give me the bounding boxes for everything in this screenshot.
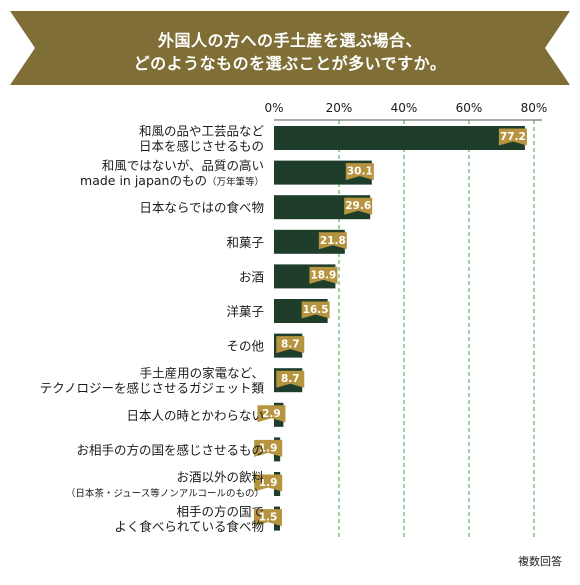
category-label: 日本ならではの食べ物 (139, 200, 264, 215)
category-label: お酒 (239, 269, 264, 284)
value-label-tag (276, 370, 305, 388)
value-label: 2.9 (262, 408, 281, 420)
category-label: 洋菓子 (226, 304, 264, 319)
category-label: お相手の方の国を感じさせるもの (76, 442, 264, 457)
category-label: 和風ではないが、品質の高い (102, 158, 264, 173)
chart-title-line-2: どのようなものを選ぶことが多いですか。 (133, 54, 447, 73)
value-label: 30.1 (347, 166, 373, 178)
value-label: 8.7 (281, 339, 300, 351)
value-label: 21.8 (320, 235, 346, 247)
category-label: made in japanのもの（万年筆等） (80, 173, 264, 188)
value-label: 18.9 (310, 269, 336, 281)
value-label-tag (254, 509, 282, 527)
value-label: 16.5 (303, 304, 329, 316)
value-label-tag (257, 405, 286, 423)
category-label: 和風の品や工芸品など (139, 124, 265, 139)
category-label: 和菓子 (226, 235, 264, 250)
x-tick-label: 20% (326, 101, 353, 115)
value-label: 1.9 (259, 477, 278, 489)
category-label: 日本人の時とかわらない (126, 408, 264, 423)
category-label: 手土産用の家電など、 (140, 366, 264, 381)
category-label: テクノロジーを感じさせるガジェット類 (40, 381, 265, 396)
category-label: よく食べられている食べ物 (114, 519, 264, 534)
category-label: （日本茶・ジュース等ノンアルコールのもの） (66, 488, 264, 500)
value-label: 1.9 (259, 442, 278, 454)
category-label: お酒以外の飲料 (176, 470, 264, 485)
value-label-tag (254, 439, 283, 457)
x-tick-label: 0% (264, 101, 283, 115)
category-label: 相手の方の国で (176, 504, 264, 519)
x-tick-label: 40% (391, 101, 418, 115)
value-label-tag (309, 266, 338, 284)
category-label: 日本を感じさせるもの (139, 139, 264, 154)
bar (274, 126, 525, 150)
value-label: 29.6 (345, 200, 371, 212)
value-label: 8.7 (281, 373, 300, 385)
value-label: 77.2 (500, 131, 526, 143)
value-label-tag (318, 232, 347, 250)
category-label-note: （万年筆等） (207, 176, 264, 188)
value-label-tag (498, 128, 527, 146)
value-label-tag (344, 197, 373, 215)
title-banner: 外国人の方への手土産を選ぶ場合、 どのようなものを選ぶことが多いですか。 (0, 0, 580, 92)
value-label-tag (345, 163, 374, 181)
value-label-tag (301, 301, 330, 319)
value-label: 1.5 (259, 512, 278, 524)
x-tick-label: 80% (521, 101, 548, 115)
value-label-tag (276, 336, 305, 354)
category-label: その他 (226, 339, 264, 354)
x-tick-label: 60% (456, 101, 483, 115)
title-banner-shape (10, 11, 570, 85)
value-label-tag (254, 474, 283, 492)
footnote-multiple-answers: 複数回答 (518, 555, 562, 568)
chart-title-line-1: 外国人の方への手土産を選ぶ場合、 (157, 31, 422, 50)
